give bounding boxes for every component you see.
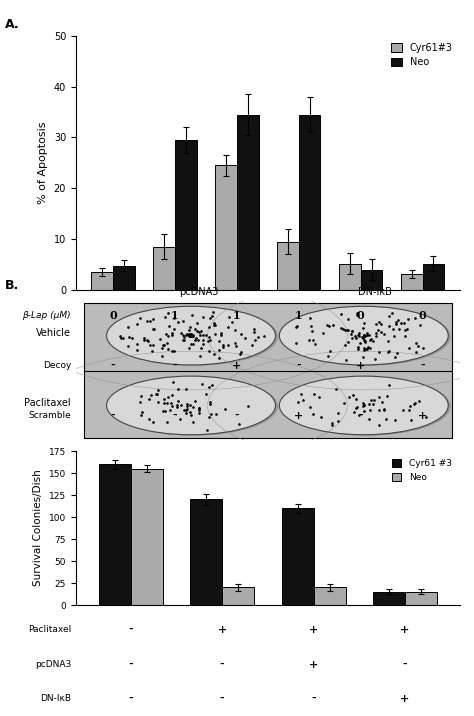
Legend: Cyr61 #3, Neo: Cyr61 #3, Neo: [389, 455, 455, 485]
Text: 1: 1: [171, 309, 179, 321]
Text: +: +: [401, 624, 410, 635]
Text: DN-IκB: DN-IκB: [358, 287, 392, 297]
Bar: [282, 508, 313, 605]
Text: Vehicle: Vehicle: [36, 328, 71, 338]
Text: -: -: [128, 659, 133, 669]
Text: Decoy: Decoy: [43, 361, 71, 369]
Bar: [91, 272, 113, 290]
Bar: [361, 270, 383, 290]
Ellipse shape: [279, 376, 448, 435]
Ellipse shape: [107, 376, 275, 435]
Text: -: -: [296, 359, 301, 371]
Text: Scramble: Scramble: [28, 411, 71, 420]
Y-axis label: Survival Colonies/Dish: Survival Colonies/Dish: [33, 470, 43, 586]
Bar: [215, 165, 237, 290]
Ellipse shape: [282, 307, 451, 366]
Text: β-Lap (μM): β-Lap (μM): [22, 311, 71, 319]
Bar: [153, 247, 175, 290]
Text: 0: 0: [109, 309, 117, 321]
Ellipse shape: [107, 306, 275, 365]
Text: 0: 0: [419, 309, 427, 321]
Bar: [423, 263, 444, 290]
Text: +: +: [309, 624, 318, 635]
FancyBboxPatch shape: [83, 303, 452, 438]
Bar: [277, 242, 299, 290]
Text: +: +: [218, 624, 227, 635]
Text: -: -: [128, 693, 133, 705]
Bar: [113, 266, 135, 290]
Text: Paclitaxel: Paclitaxel: [25, 397, 71, 407]
Bar: [405, 592, 437, 605]
Bar: [313, 587, 346, 605]
Text: 0: 0: [357, 309, 365, 321]
Text: -: -: [128, 624, 133, 635]
Text: -: -: [111, 359, 115, 371]
Bar: [222, 587, 254, 605]
Bar: [237, 115, 258, 290]
Ellipse shape: [282, 377, 451, 436]
Legend: Cyr61#3, Neo: Cyr61#3, Neo: [387, 39, 457, 72]
Text: Paclitaxel: Paclitaxel: [28, 625, 71, 634]
Text: +: +: [294, 410, 303, 421]
Text: pcDNA3: pcDNA3: [179, 287, 219, 297]
Text: -: -: [173, 410, 177, 421]
Bar: [99, 464, 131, 605]
Text: -: -: [220, 659, 224, 669]
Text: A.: A.: [5, 18, 19, 31]
Text: -: -: [220, 693, 224, 705]
Text: +: +: [232, 359, 241, 371]
Text: -: -: [311, 693, 316, 705]
Bar: [299, 115, 320, 290]
Ellipse shape: [279, 306, 448, 365]
Bar: [190, 500, 222, 605]
Text: -: -: [402, 659, 407, 669]
Text: 1: 1: [295, 309, 302, 321]
Y-axis label: % of Apoptosis: % of Apoptosis: [38, 122, 48, 204]
Text: +: +: [418, 410, 427, 421]
Text: 1: 1: [233, 309, 241, 321]
Bar: [401, 274, 423, 290]
Text: +: +: [356, 359, 365, 371]
Ellipse shape: [109, 307, 278, 366]
Text: -: -: [173, 359, 177, 371]
Text: DN-IκB: DN-IκB: [40, 695, 71, 703]
Text: B.: B.: [5, 279, 19, 292]
Text: -: -: [111, 410, 115, 421]
Text: +: +: [401, 693, 410, 705]
Bar: [339, 263, 361, 290]
Text: -: -: [358, 410, 363, 421]
Bar: [373, 592, 405, 605]
Text: pcDNA3: pcDNA3: [35, 659, 71, 669]
Text: -: -: [420, 359, 425, 371]
Bar: [131, 469, 163, 605]
Ellipse shape: [109, 377, 278, 436]
Text: -: -: [235, 410, 239, 421]
Bar: [175, 140, 197, 290]
Text: +: +: [309, 659, 318, 669]
